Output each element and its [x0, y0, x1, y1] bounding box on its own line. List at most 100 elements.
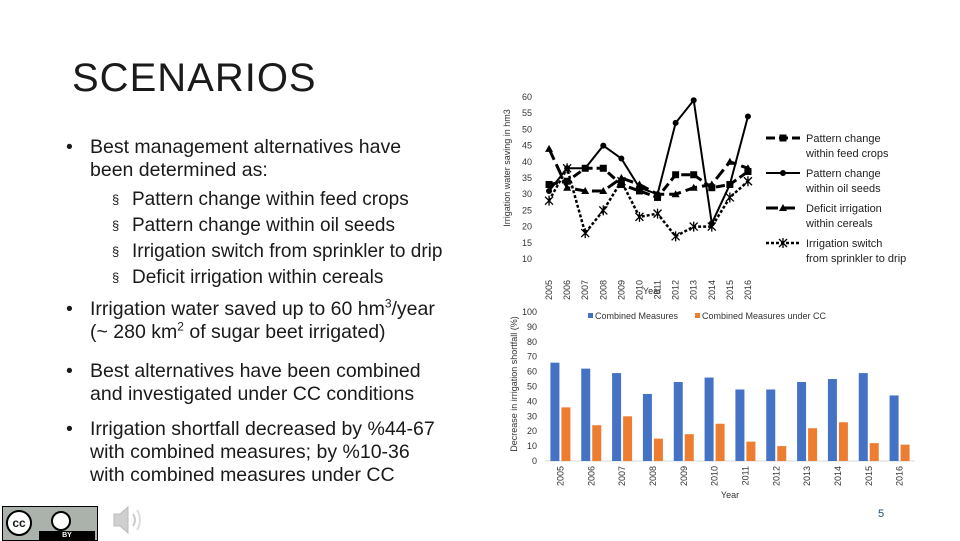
line-marker-circle [672, 119, 679, 126]
subitem-4: § Deficit irrigation within cereals [112, 267, 384, 288]
bar-x-tick-label: 2013 [802, 466, 812, 486]
bar-2-2010 [715, 423, 725, 461]
bar-1-2016 [889, 395, 899, 461]
bar-legend-label: Combined Measures [595, 311, 679, 321]
bar-2-2015 [869, 443, 879, 461]
line-marker-square [635, 187, 643, 195]
bar-y-axis-label: Decrease in irrigation shortfall (%) [509, 316, 519, 452]
line-y-tick-label: 55 [522, 108, 532, 118]
line-series-2 [548, 97, 749, 227]
bar-legend-swatch [588, 313, 593, 318]
line-marker-triangle [599, 186, 608, 194]
line-marker-triangle [545, 144, 554, 152]
bar-y-tick-label: 60 [527, 367, 537, 377]
bar-2-2016 [900, 444, 910, 461]
bar-2-2009 [684, 434, 694, 461]
line-y-tick-label: 60 [522, 92, 532, 102]
line-marker-star [778, 238, 788, 248]
line-x-tick-label: 2006 [562, 280, 572, 300]
bar-2-2007 [623, 416, 633, 461]
line-marker-triangle [653, 190, 662, 198]
line-marker-star [616, 176, 626, 187]
bar-x-tick-label: 2012 [771, 466, 781, 486]
bar-y-tick-label: 40 [527, 396, 537, 406]
bar-y-tick-label: 70 [527, 352, 537, 362]
subitem-3: § Irrigation switch from sprinkler to dri… [112, 241, 443, 262]
bar-y-tick-label: 100 [522, 307, 537, 317]
bullet-3: • Best alternatives have been combined a… [66, 360, 421, 405]
line-marker-star [707, 221, 717, 232]
line-marker-circle [690, 97, 697, 104]
line-legend-label: Irrigation switch [806, 238, 882, 250]
page-number: 5 [878, 508, 885, 520]
bar-1-2005 [550, 362, 560, 461]
line-marker-circle [780, 170, 786, 176]
line-marker-triangle [725, 157, 734, 165]
line-y-tick-label: 15 [522, 238, 532, 248]
bar-2-2011 [746, 441, 756, 461]
bar-x-tick-label: 2014 [833, 466, 843, 486]
bar-1-2011 [735, 389, 745, 461]
line-x-tick-label: 2007 [580, 280, 590, 300]
line-marker-star [689, 221, 699, 232]
line-x-tick-label: 2008 [598, 280, 608, 300]
line-marker-square [744, 168, 752, 176]
bullet-1-line-1: Best management alternatives have [90, 136, 402, 158]
bar-y-tick-label: 10 [527, 441, 537, 451]
line-x-tick-label: 2005 [544, 280, 554, 300]
bar-2-2013 [808, 428, 818, 461]
line-y-tick-label: 50 [522, 124, 532, 134]
line-marker-star [562, 163, 572, 174]
slide-title: SCENARIOS [72, 56, 317, 100]
bar-x-tick-label: 2006 [586, 466, 596, 486]
line-legend-label: Pattern change [806, 168, 881, 180]
bar-x-tick-label: 2015 [864, 466, 874, 486]
cc-by-icon: cc BY [2, 506, 98, 541]
bar-1-2009 [673, 382, 683, 461]
bar-y-tick-label: 30 [527, 411, 537, 421]
bar-2-2005 [561, 407, 571, 461]
bar-y-tick-label: 80 [527, 337, 537, 347]
bullet-2: • Irrigation water saved up to 60 hm3/ye… [66, 296, 435, 344]
bar-1-2014 [827, 379, 837, 461]
bar-legend-swatch [695, 313, 700, 318]
line-marker-triangle [581, 186, 590, 194]
line-marker-star [598, 205, 608, 216]
line-marker-triangle [635, 180, 644, 188]
bar-x-tick-label: 2007 [617, 466, 627, 486]
line-marker-triangle [743, 164, 752, 172]
line-x-axis-label: Year [643, 286, 661, 296]
line-marker-circle [600, 142, 607, 149]
bar-y-tick-label: 50 [527, 382, 537, 392]
line-marker-triangle [563, 183, 572, 191]
line-marker-circle [744, 113, 751, 120]
line-legend-label: Pattern change [806, 133, 881, 145]
line-y-tick-label: 20 [522, 222, 532, 232]
line-marker-circle [618, 155, 625, 162]
line-x-tick-label: 2014 [707, 280, 717, 300]
bar-2-2006 [592, 425, 602, 461]
line-marker-star [743, 176, 753, 187]
line-series-4 [547, 165, 749, 238]
bar-1-2015 [858, 373, 868, 461]
bar-x-tick-label: 2009 [679, 466, 689, 486]
line-y-tick-label: 40 [522, 157, 532, 167]
line-marker-square [672, 171, 680, 179]
line-y-tick-label: 35 [522, 173, 532, 183]
line-marker-square [690, 171, 698, 179]
speaker-icon[interactable] [110, 502, 150, 538]
line-marker-triangle [689, 183, 698, 191]
bar-x-tick-label: 2011 [740, 466, 750, 485]
line-marker-star [671, 231, 681, 242]
line-marker-circle [546, 187, 553, 194]
bar-1-2008 [642, 393, 652, 461]
bar-2-2014 [838, 422, 848, 461]
bullet-4: • Irrigation shortfall decreased by %44-… [66, 418, 435, 486]
bar-1-2013 [797, 382, 807, 461]
line-legend-label: within cereals [805, 218, 873, 230]
subitem-1: § Pattern change within feed crops [112, 189, 409, 210]
line-y-tick-label: 25 [522, 205, 532, 215]
line-marker-triangle [671, 190, 680, 198]
line-marker-star [653, 208, 663, 219]
